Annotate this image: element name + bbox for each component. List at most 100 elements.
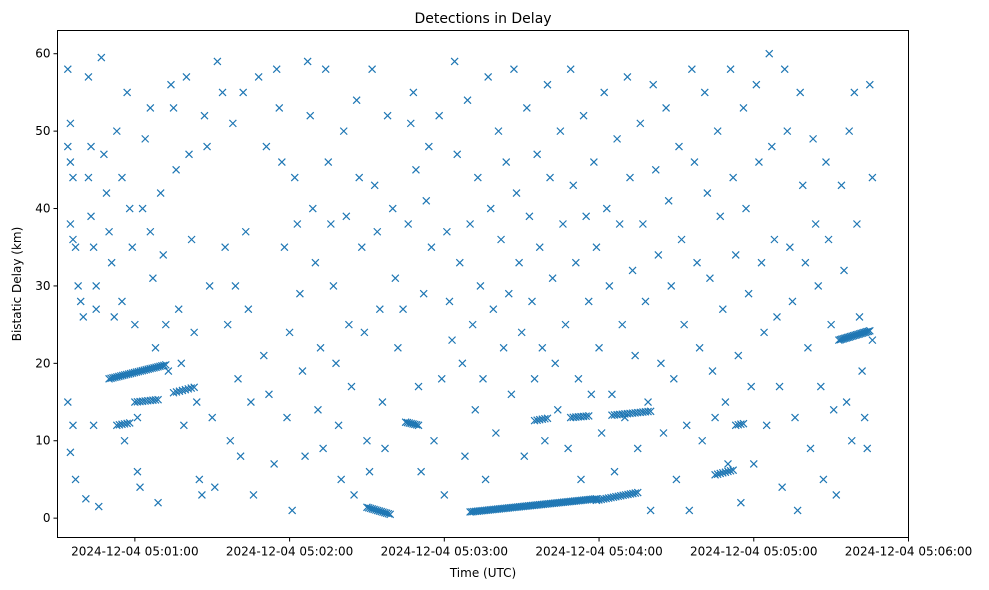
y-tick-label: 0 xyxy=(43,511,51,525)
y-tick-label: 20 xyxy=(35,356,50,370)
data-point xyxy=(391,274,400,283)
data-point xyxy=(244,305,253,314)
data-point xyxy=(626,173,634,182)
data-point xyxy=(685,506,694,515)
data-point xyxy=(522,103,531,112)
data-point xyxy=(265,390,273,399)
data-point xyxy=(435,111,444,120)
data-point xyxy=(695,343,704,352)
data-point xyxy=(285,328,294,337)
track-point xyxy=(184,384,193,393)
data-point xyxy=(161,320,170,329)
data-point xyxy=(829,405,838,414)
data-point xyxy=(608,390,616,399)
track-point xyxy=(540,414,549,423)
data-point xyxy=(520,452,529,461)
data-point xyxy=(734,351,743,360)
data-point xyxy=(89,243,98,252)
data-point xyxy=(174,305,183,314)
track-point xyxy=(169,388,178,397)
data-point xyxy=(672,475,681,484)
data-point xyxy=(721,398,730,406)
data-point xyxy=(476,282,485,290)
data-point xyxy=(669,374,678,383)
data-point xyxy=(94,502,103,511)
data-point xyxy=(713,127,722,136)
data-point xyxy=(649,80,658,89)
data-point xyxy=(548,274,557,283)
data-point xyxy=(164,367,173,376)
data-point xyxy=(760,328,769,337)
data-point xyxy=(657,359,665,368)
data-point xyxy=(110,312,119,321)
track-point xyxy=(187,384,196,393)
data-point xyxy=(636,119,645,128)
data-point xyxy=(515,258,524,267)
data-point xyxy=(197,491,206,499)
data-point xyxy=(368,65,377,74)
data-point xyxy=(644,398,652,406)
data-point xyxy=(579,111,588,120)
data-point xyxy=(716,212,725,221)
data-point xyxy=(618,320,627,329)
data-point xyxy=(138,204,147,213)
track-point xyxy=(736,420,745,429)
data-point xyxy=(868,336,877,345)
data-point xyxy=(724,460,732,468)
data-point xyxy=(424,142,433,151)
data-point xyxy=(308,204,317,213)
track-point xyxy=(178,386,187,395)
data-point xyxy=(159,251,168,259)
data-point xyxy=(767,142,776,151)
data-point xyxy=(708,367,717,376)
data-point xyxy=(822,158,830,167)
data-point xyxy=(793,506,802,515)
data-point xyxy=(535,243,544,252)
data-point xyxy=(350,491,358,499)
data-point xyxy=(855,312,864,321)
data-point xyxy=(680,320,689,329)
data-point xyxy=(332,359,340,368)
data-point xyxy=(504,289,513,298)
data-point xyxy=(742,204,750,213)
data-point xyxy=(816,382,825,391)
data-point xyxy=(92,282,101,290)
data-point xyxy=(92,305,101,314)
track-point xyxy=(739,419,748,428)
data-point xyxy=(107,258,116,267)
data-point xyxy=(213,57,222,66)
data-point xyxy=(577,475,585,484)
data-point xyxy=(409,88,418,97)
data-point xyxy=(187,235,196,244)
data-point xyxy=(747,382,756,391)
data-point xyxy=(600,88,609,97)
data-point xyxy=(81,494,90,503)
track-point xyxy=(729,466,738,475)
data-point xyxy=(687,65,696,74)
data-point xyxy=(785,243,794,252)
data-point xyxy=(231,282,240,290)
data-point xyxy=(703,189,712,197)
data-point xyxy=(190,328,199,337)
track-point xyxy=(181,385,190,394)
data-point xyxy=(223,320,232,329)
data-point xyxy=(736,498,745,507)
track-point xyxy=(646,407,655,416)
data-point xyxy=(491,429,500,437)
data-point xyxy=(118,173,126,182)
data-point xyxy=(360,328,369,337)
data-point xyxy=(662,103,671,112)
data-point xyxy=(453,150,462,159)
data-point xyxy=(151,343,160,352)
data-point xyxy=(105,227,114,236)
data-point xyxy=(234,374,242,383)
data-point xyxy=(762,421,771,430)
y-tick-label: 60 xyxy=(35,47,50,61)
track-point xyxy=(175,387,184,396)
data-point xyxy=(293,220,302,228)
data-point xyxy=(755,158,763,167)
data-point xyxy=(584,297,593,306)
track-point xyxy=(190,383,199,392)
data-point xyxy=(690,158,699,167)
data-point xyxy=(87,212,95,221)
